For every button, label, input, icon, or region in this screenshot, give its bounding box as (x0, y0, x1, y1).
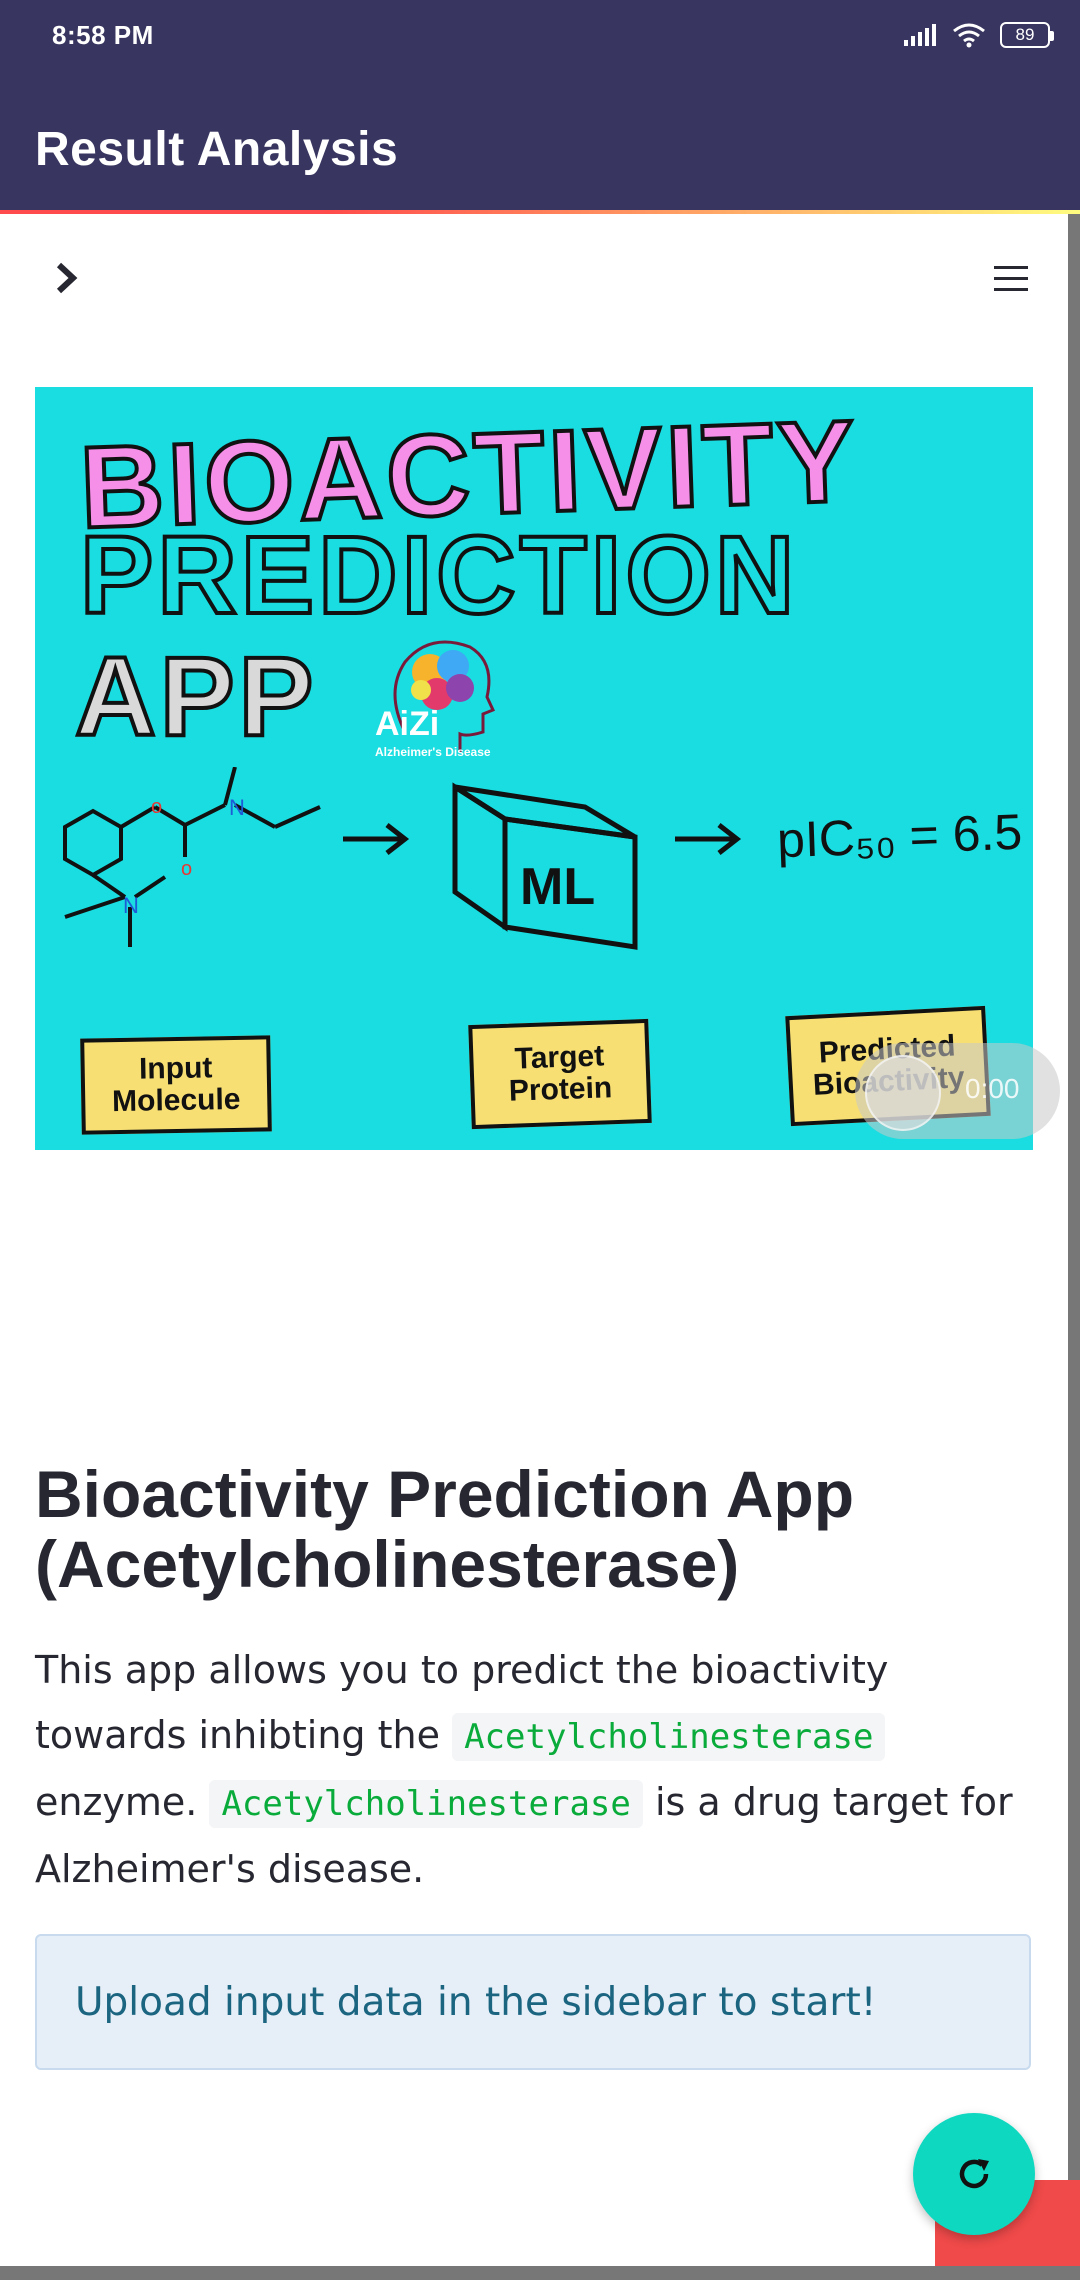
logo-subtitle: Alzheimer's Disease (375, 745, 491, 759)
hamburger-menu-icon (994, 266, 1028, 291)
battery-icon: 89 (1000, 22, 1054, 48)
hero-word-prediction: PREDICTION (78, 512, 799, 639)
hero-banner-image: BIOACTIVITY PREDICTION APP AiZi Alzheime… (35, 387, 1033, 1150)
refresh-fab-button[interactable] (913, 2113, 1035, 2235)
battery-level: 89 (1015, 25, 1035, 44)
input-molecule-tag: Input Molecule (80, 1035, 272, 1135)
app-title: Result Analysis (35, 123, 399, 176)
ml-cube-icon (452, 782, 638, 950)
molecule-structure-icon (63, 767, 321, 947)
header-accent-line (0, 210, 1080, 214)
scrollbar[interactable] (1068, 214, 1080, 2266)
status-icons: 89 (904, 22, 1054, 48)
workflow-diagram: o o N N (63, 767, 742, 950)
chevron-right-icon (56, 262, 78, 294)
logo-name: AiZi (375, 705, 440, 743)
sidebar-toggle-button[interactable] (36, 252, 86, 302)
brain-head-logo-icon (393, 640, 496, 752)
description-paragraph: This app allows you to predict the bioac… (35, 1638, 1025, 1902)
app-bar: Result Analysis (0, 74, 1080, 212)
pic50-label: pIC₅₀ = 6.5 (776, 803, 1024, 869)
hero-word-app: APP (73, 632, 318, 761)
atom-n1: N (229, 795, 245, 820)
description-text-1: This app allows you to predict the bioac… (35, 1648, 889, 1757)
status-time: 8:58 PM (52, 20, 154, 50)
refresh-icon (959, 2159, 989, 2189)
main-content: BIOACTIVITY PREDICTION APP AiZi Alzheime… (0, 214, 1068, 2266)
target-protein-tag: Target Protein (468, 1018, 652, 1130)
enzyme-code-1: Acetylcholinesterase (452, 1713, 886, 1761)
atom-n2: N (123, 893, 139, 918)
atom-o1: o (151, 796, 162, 818)
video-time: 0:00 (965, 1073, 1020, 1104)
arrow-right-icon (675, 823, 742, 855)
atom-o2: o (181, 858, 192, 880)
info-alert: Upload input data in the sidebar to star… (35, 1934, 1031, 2070)
arrow-right-icon (343, 823, 410, 855)
bottom-scrollbar (0, 2266, 1080, 2280)
signal-icon (904, 24, 936, 46)
main-menu-button[interactable] (980, 252, 1030, 302)
ml-label: ML (520, 858, 596, 916)
enzyme-code-2: Acetylcholinesterase (209, 1780, 643, 1828)
video-play-circle-icon[interactable] (865, 1055, 941, 1131)
video-overlay-widget[interactable]: 0:00 (855, 1043, 1060, 1139)
page-heading: Bioactivity Prediction App (Acetylcholin… (35, 1457, 855, 1601)
description-text-3: is a drug target for Alzheimer's disease… (35, 1780, 1013, 1891)
description-text-2: enzyme. (35, 1780, 210, 1824)
wifi-icon (953, 23, 985, 48)
status-bar: 8:58 PM 89 (0, 0, 1080, 74)
info-alert-text: Upload input data in the sidebar to star… (75, 1980, 877, 2025)
